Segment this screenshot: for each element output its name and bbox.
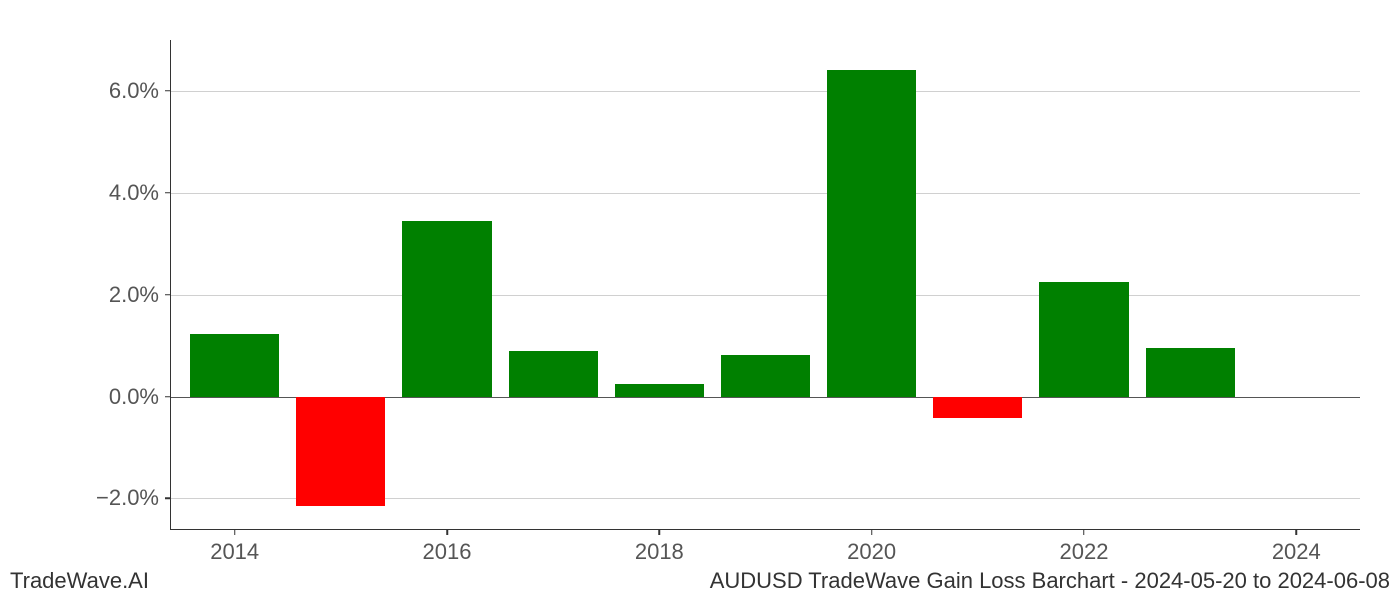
x-tick-mark [446, 529, 448, 535]
x-tick-label: 2024 [1272, 539, 1321, 565]
gridline [171, 91, 1360, 92]
chart-area: −2.0%0.0%2.0%4.0%6.0%2014201620182020202… [170, 40, 1360, 530]
footer-brand: TradeWave.AI [10, 568, 149, 594]
x-tick-label: 2020 [847, 539, 896, 565]
y-tick-label: 2.0% [109, 282, 159, 308]
gridline [171, 193, 1360, 194]
x-tick-mark [659, 529, 661, 535]
bar-2017 [509, 351, 598, 397]
x-tick-label: 2022 [1059, 539, 1108, 565]
bar-2021 [933, 397, 1022, 418]
x-tick-mark [1083, 529, 1085, 535]
bar-2016 [402, 221, 491, 397]
bar-2019 [721, 355, 810, 397]
gridline [171, 295, 1360, 296]
x-tick-label: 2018 [635, 539, 684, 565]
bar-2020 [827, 70, 916, 397]
x-tick-mark [234, 529, 236, 535]
y-tick-mark [165, 396, 171, 398]
bar-2014 [190, 334, 279, 396]
y-tick-label: −2.0% [96, 485, 159, 511]
x-tick-mark [871, 529, 873, 535]
bar-2023 [1146, 348, 1235, 396]
y-tick-mark [165, 90, 171, 92]
y-tick-mark [165, 498, 171, 500]
x-tick-mark [1296, 529, 1298, 535]
plot-area: −2.0%0.0%2.0%4.0%6.0%2014201620182020202… [170, 40, 1360, 530]
x-tick-label: 2016 [423, 539, 472, 565]
y-tick-label: 0.0% [109, 384, 159, 410]
bar-2022 [1039, 282, 1128, 397]
y-tick-mark [165, 294, 171, 296]
y-tick-label: 6.0% [109, 78, 159, 104]
y-tick-label: 4.0% [109, 180, 159, 206]
footer-caption: AUDUSD TradeWave Gain Loss Barchart - 20… [710, 568, 1390, 594]
y-tick-mark [165, 192, 171, 194]
bar-2015 [296, 397, 385, 507]
bar-2018 [615, 384, 704, 397]
x-tick-label: 2014 [210, 539, 259, 565]
